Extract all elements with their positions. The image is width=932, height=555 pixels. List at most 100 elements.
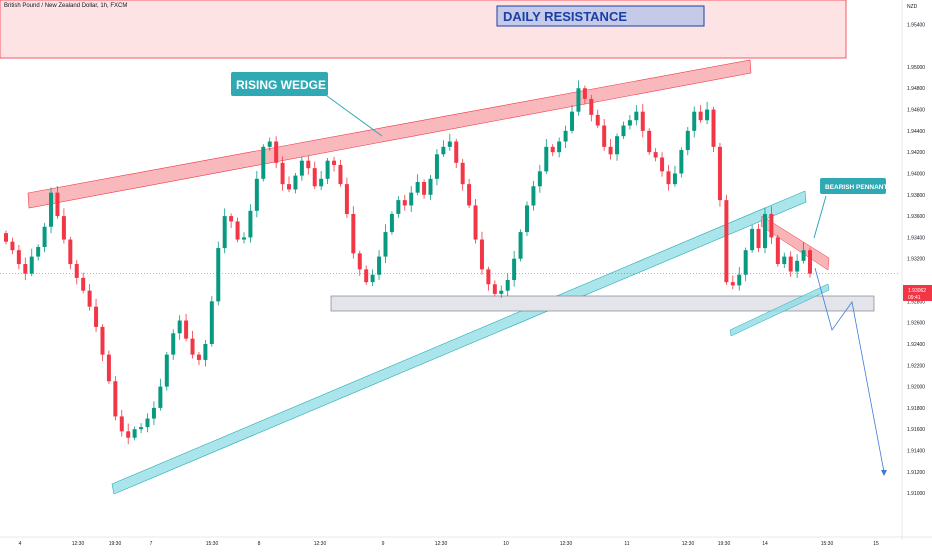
time-tick-label: 12:30	[314, 541, 327, 547]
candle-body	[229, 216, 234, 222]
price-tick-label: 1.92000	[907, 385, 925, 391]
candle-body	[808, 250, 812, 274]
candle-body	[531, 186, 536, 206]
time-tick-label: 12:30	[682, 541, 695, 547]
candle-body	[782, 256, 787, 265]
candle-body	[184, 320, 189, 339]
candle-body	[177, 320, 182, 334]
candle-body	[267, 141, 272, 147]
candle-body	[299, 160, 304, 176]
time-tick-label: 8	[258, 541, 261, 547]
candle-body	[235, 221, 240, 240]
price-tick-label: 1.95000	[907, 65, 925, 71]
candle-body	[357, 253, 362, 270]
candle-body	[351, 213, 356, 254]
candle-body	[222, 216, 227, 249]
candle-body	[653, 152, 658, 158]
candle-body	[750, 228, 755, 251]
price-axis-currency: NZD	[907, 4, 918, 10]
candle-body	[42, 226, 47, 247]
candle-body	[615, 136, 620, 155]
candle-body	[119, 416, 124, 432]
candle-body	[151, 407, 156, 419]
current-price-badge	[903, 285, 932, 301]
candle-body	[383, 232, 388, 257]
candle-body	[634, 111, 639, 121]
candle-body	[422, 182, 427, 195]
candle-body	[724, 200, 729, 283]
candle-body	[261, 146, 266, 179]
candle-body	[209, 301, 214, 344]
candle-body	[473, 205, 478, 240]
candle-body	[692, 111, 697, 131]
time-tick-label: 9	[382, 541, 385, 547]
candle-body	[241, 237, 246, 240]
candle-body	[467, 184, 472, 206]
candle-body	[171, 333, 176, 355]
pennant-pointer	[813, 195, 827, 239]
candle-body	[4, 233, 8, 242]
candle-body	[409, 192, 414, 206]
candle-body	[139, 427, 144, 430]
candle-body	[544, 146, 549, 172]
price-tick-label: 1.94800	[907, 86, 925, 92]
candle-body	[460, 162, 465, 185]
candle-body	[640, 111, 645, 131]
candle-body	[717, 146, 722, 201]
candle-body	[312, 168, 317, 187]
price-tick-label: 1.93600	[907, 214, 925, 220]
price-tick-label: 1.91600	[907, 427, 925, 433]
candle-body	[486, 269, 491, 285]
time-tick-label: 4	[19, 541, 22, 547]
candle-body	[672, 173, 677, 185]
candle-body	[113, 381, 118, 417]
candle-body	[338, 164, 343, 185]
candle-body	[132, 429, 137, 438]
candle-body	[512, 258, 517, 281]
candle-body	[415, 182, 420, 193]
candle-body	[705, 109, 710, 121]
countdown-label: 09:41	[908, 295, 921, 301]
candle-body	[666, 171, 671, 185]
candle-body	[29, 256, 34, 274]
time-axis: 4 12:30 19:30 7 15:30 8 12:30 9 12:30 10 12:30 11 12…	[0, 536, 932, 547]
candle-body	[280, 162, 285, 185]
price-axis: NZD 1.95400 1.95000 1.94800 1.94600 1.94400 1.…	[901, 0, 932, 540]
candle-body	[730, 282, 735, 286]
candle-body	[370, 274, 375, 283]
candle-body	[164, 354, 169, 387]
daily-resistance-label: DAILY RESISTANCE	[503, 9, 627, 24]
price-tick-label: 1.92600	[907, 321, 925, 327]
candle-body	[788, 256, 793, 272]
bearish-pennant-box	[820, 178, 886, 194]
candle-body	[756, 228, 761, 249]
candle-body	[679, 150, 684, 174]
candle-body	[524, 205, 529, 233]
candle-body	[254, 178, 259, 211]
price-tick-label: 1.93200	[907, 257, 925, 263]
candle-body	[627, 120, 632, 126]
candle-body	[608, 146, 613, 155]
price-tick-label: 1.92200	[907, 363, 925, 369]
candle-body	[660, 157, 665, 172]
projection-path	[814, 267, 885, 473]
candle-body	[743, 250, 748, 275]
pennant-lower-band	[729, 283, 830, 337]
candle-body	[158, 386, 163, 408]
price-tick-label: 1.92800	[907, 299, 925, 305]
price-tick-label: 1.93800	[907, 193, 925, 199]
candle-body	[795, 260, 800, 272]
candle-body	[647, 130, 652, 153]
candle-body	[36, 246, 41, 257]
bearish-pennant-label: BEARISH PENNANT	[825, 184, 888, 191]
candle-body	[61, 216, 66, 240]
price-tick-label: 1.91000	[907, 491, 925, 497]
candle-body	[87, 290, 92, 307]
candle-body	[55, 192, 60, 217]
candle-body	[389, 213, 394, 233]
candle-body	[332, 160, 337, 165]
price-tick-label: 1.94000	[907, 171, 925, 177]
candle-body	[801, 250, 806, 261]
